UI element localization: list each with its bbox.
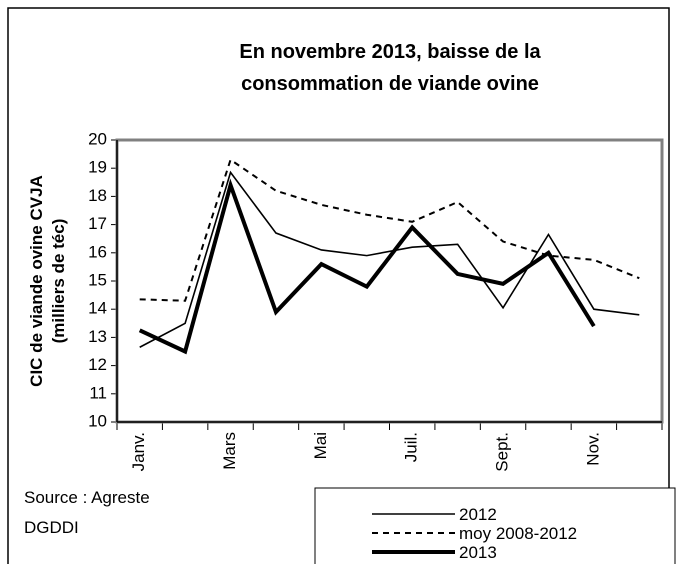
y-tick-label: 14 [88,299,107,318]
x-tick-label: Nov. [583,432,602,466]
chart-title: En novembre 2013, baisse de la [239,41,541,63]
x-tick-label: Mars [220,432,239,470]
y-axis-label: CIC de viande ovine CVJA (milliers de té… [27,175,68,387]
y-tick-label: 16 [88,242,107,261]
y-tick-label: 11 [89,383,107,402]
y-axis-label-line: CIC de viande ovine CVJA [27,175,46,387]
y-tick-label: 15 [88,270,107,289]
chart-frame [7,7,670,564]
plot-area [115,138,664,424]
series-line [138,178,596,355]
x-tick-label: Juil. [402,432,421,462]
x-tick-label: Janv. [129,432,148,471]
legend-label: moy 2008-2012 [459,524,577,543]
source: Source : Agreste [24,488,150,507]
y-axis-label-line: (milliers de téc) [49,219,68,344]
x-tick-label: Mai [311,432,330,459]
y-tick-label: 18 [88,186,107,205]
source: DGDDI [24,518,79,537]
y-tick-label: 12 [88,355,107,374]
legend-label: 2012 [459,505,497,524]
x-tick-label: Sept. [493,432,512,472]
y-tick-label: 10 [88,411,107,430]
y-tick-label: 19 [88,158,107,177]
chart-title: consommation de viande ovine [241,73,539,95]
series-line [139,170,640,348]
y-tick-label: 17 [88,214,107,233]
y-tick-label: 13 [88,327,107,346]
series-line [139,158,640,302]
y-tick-label: 20 [88,129,107,148]
legend-label: 2013 [459,543,497,562]
